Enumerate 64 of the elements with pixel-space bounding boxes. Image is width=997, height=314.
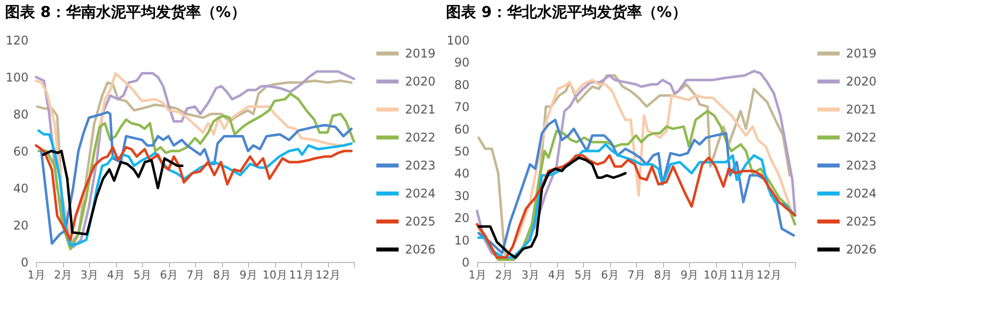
x-tick-label: 3月	[80, 268, 98, 282]
y-tick-label: 20	[13, 218, 28, 232]
legend-label: 2019	[846, 46, 877, 60]
legend-label: 2019	[405, 46, 436, 60]
x-tick-label: 9月	[240, 268, 258, 282]
legend-label: 2026	[846, 242, 877, 256]
y-tick-label: 50	[454, 144, 470, 158]
y-tick-label: 0	[20, 256, 28, 270]
line-series	[42, 150, 184, 236]
chart-title: 图表 8：华南水泥平均发货率（%）	[5, 3, 246, 21]
y-tick-label: 0	[462, 256, 470, 270]
legend-label: 2024	[405, 186, 436, 200]
x-tick-label: 4月	[107, 268, 125, 282]
y-tick-label: 70	[454, 100, 470, 114]
legend-label: 2025	[405, 214, 436, 228]
x-tick-label: 2月	[54, 268, 72, 282]
x-tick-label: 12月	[756, 268, 782, 282]
x-tick-label: 10月	[262, 268, 288, 282]
legend-label: 2026	[405, 242, 436, 256]
x-tick-label: 11月	[289, 268, 314, 282]
legend-label: 2020	[405, 74, 436, 88]
y-tick-label: 120	[6, 34, 28, 48]
y-tick-label: 20	[454, 211, 470, 226]
y-tick-label: 60	[454, 122, 470, 136]
y-tick-label: 40	[13, 182, 28, 196]
x-tick-label: 3月	[522, 268, 540, 282]
x-tick-label: 12月	[316, 268, 340, 282]
x-tick-label: 6月	[601, 268, 619, 282]
x-tick-label: 1月	[28, 268, 46, 282]
y-tick-label: 80	[454, 78, 470, 92]
x-tick-label: 5月	[574, 268, 592, 282]
y-tick-label: 10	[454, 233, 470, 248]
x-tick-label: 5月	[134, 268, 152, 282]
x-tick-label: 11月	[730, 268, 755, 282]
legend-label: 2021	[846, 102, 877, 116]
x-tick-label: 7月	[186, 268, 204, 282]
x-tick-label: 6月	[160, 268, 178, 282]
x-tick-label: 8月	[213, 268, 231, 282]
line-series	[477, 156, 627, 259]
legend-label: 2025	[846, 214, 877, 228]
chart-title: 图表 9：华北水泥平均发货率（%）	[446, 3, 687, 21]
y-tick-label: 90	[454, 56, 470, 70]
x-tick-label: 9月	[680, 268, 698, 282]
line-series	[40, 110, 353, 245]
x-tick-label: 2月	[495, 268, 513, 282]
y-tick-label: 40	[454, 166, 470, 181]
legend-label: 2023	[405, 158, 436, 172]
y-tick-label: 100	[446, 34, 470, 48]
legend-label: 2024	[846, 186, 877, 200]
y-tick-label: 60	[13, 144, 28, 158]
y-tick-label: 100	[6, 70, 28, 84]
legend-label: 2022	[405, 130, 436, 144]
legend-label: 2023	[846, 158, 877, 172]
legend-label: 2021	[405, 102, 436, 116]
x-tick-label: 7月	[628, 268, 646, 282]
y-tick-label: 30	[454, 188, 470, 203]
x-tick-label: 8月	[654, 268, 672, 282]
legend-label: 2022	[846, 130, 877, 144]
y-tick-label: 80	[13, 108, 28, 122]
x-tick-label: 1月	[468, 268, 486, 282]
legend-label: 2020	[846, 74, 877, 88]
x-tick-label: 10月	[704, 268, 728, 282]
line-series	[34, 144, 353, 242]
x-tick-label: 4月	[548, 268, 566, 282]
